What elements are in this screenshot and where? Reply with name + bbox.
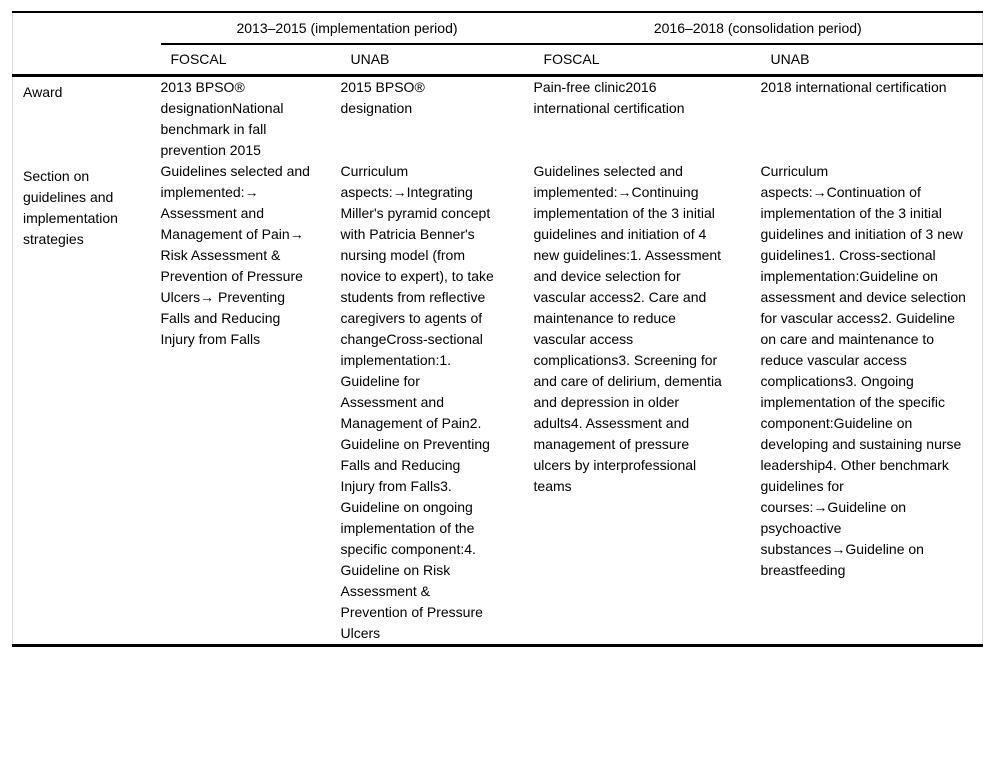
org-header-foscal-2: FOSCAL [533, 44, 761, 77]
guidelines-foscal-implementation-cell: Guidelines selected and implemented:→ As… [160, 162, 310, 347]
org-header-foscal-1: FOSCAL [160, 44, 341, 77]
comparison-table: 2013–2015 (implementation period) 2016–2… [12, 11, 984, 647]
award-foscal-consolidation-cell: Pain-free clinic2016 international certi… [533, 78, 685, 116]
award-foscal-implementation-cell: 2013 BPSO® designationNational benchmark… [160, 78, 284, 158]
corner-cell [13, 12, 161, 44]
stub-cell [12, 44, 161, 77]
row-label-award: Award [23, 83, 63, 100]
row-label-guidelines: Section on guidelines and implementation… [23, 167, 118, 247]
org-header-unab-2: UNAB [760, 44, 983, 77]
period-header-row: 2013–2015 (implementation period) 2016–2… [13, 12, 983, 45]
table-row-guidelines: Section on guidelines and implementation… [13, 161, 983, 646]
org-header-row: FOSCAL UNAB FOSCAL UNAB [12, 44, 983, 77]
org-header-unab-1: UNAB [340, 44, 534, 77]
table-row-award: Award 2013 BPSO® designationNational ben… [13, 75, 983, 161]
guidelines-unab-consolidation-cell: Curriculum aspects:→Continuation of impl… [760, 162, 966, 578]
guidelines-foscal-consolidation-cell: Guidelines selected and implemented:→Con… [533, 162, 722, 494]
award-unab-consolidation-cell: 2018 international certification [760, 78, 947, 95]
guidelines-unab-implementation-cell: Curriculum aspects:→Integrating Miller's… [340, 162, 494, 641]
period-header-consolidation: 2016–2018 (consolidation period) [533, 12, 983, 45]
award-unab-implementation-cell: 2015 BPSO® designation [340, 78, 425, 116]
period-header-implementation: 2013–2015 (implementation period) [160, 12, 534, 45]
